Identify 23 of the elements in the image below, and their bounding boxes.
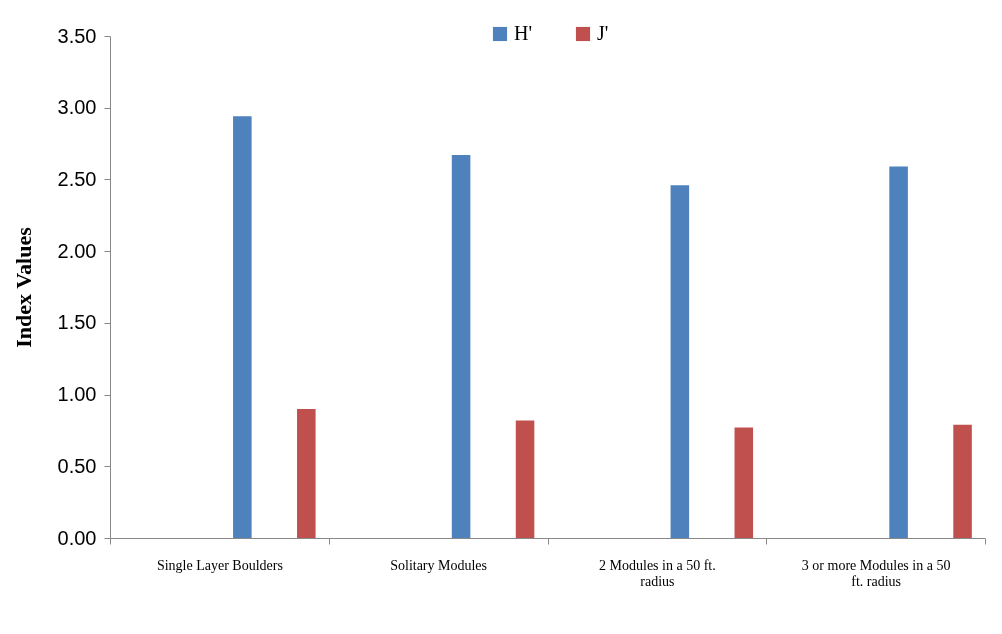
y-tick-label: 0.00 (57, 526, 97, 549)
bar (734, 427, 754, 538)
legend-label: J' (597, 22, 609, 44)
y-tick-label: 1.50 (57, 311, 97, 334)
bar (515, 420, 535, 538)
x-tick-label: 3 or more Modules in a 50 ft. radius (801, 557, 951, 589)
y-tick-label: 3.50 (57, 24, 97, 47)
y-tick-label: 0.50 (57, 454, 97, 477)
y-tick-label: 2.00 (57, 239, 97, 262)
y-tick-label: 3.00 (57, 96, 97, 119)
legend-label: H' (514, 22, 533, 44)
y-tick-label: 1.00 (57, 383, 97, 406)
y-axis-title: Index Values (10, 226, 36, 348)
y-tick-label: 2.50 (57, 167, 97, 190)
bar (670, 185, 690, 538)
x-tick-label: Single Layer Boulders (156, 557, 283, 573)
bar (451, 155, 471, 538)
bar (297, 408, 316, 538)
bar (953, 424, 972, 538)
bar (233, 116, 252, 538)
x-tick-label: 2 Modules in a 50 ft. radius (599, 557, 716, 589)
x-tick-label: Solitary Modules (390, 557, 488, 573)
bar (889, 166, 908, 538)
